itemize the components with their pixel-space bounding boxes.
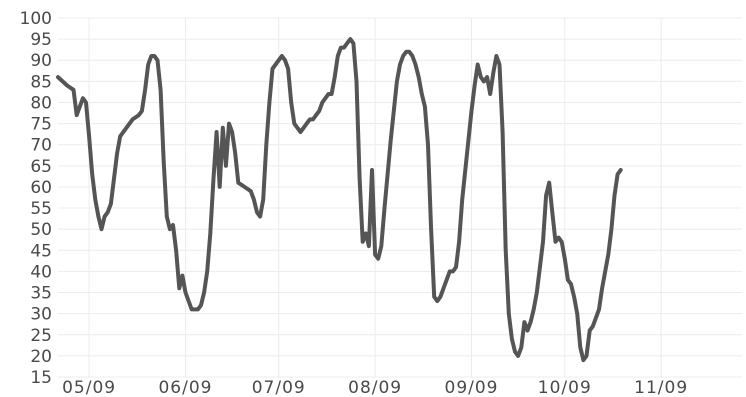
y-tick: 60 [30,178,52,198]
y-tick: 70 [30,136,52,156]
grid-layer [58,17,742,378]
x-tick: 07/09 [252,378,306,397]
x-tick: 06/09 [158,378,212,397]
y-tick: 80 [30,93,52,113]
x-tick: 09/09 [445,378,499,397]
y-tick: 65 [30,157,52,177]
x-tick-label: 05/09 [62,378,116,397]
y-tick: 35 [30,284,52,304]
x-tick-label: 11/09 [634,378,688,397]
y-tick-label: 30 [30,305,52,325]
x-tick-label: 09/09 [445,378,499,397]
y-tick: 100 [20,9,52,29]
x-tick-label: 10/09 [538,378,592,397]
x-tick: 11/09 [634,378,688,397]
y-tick-label: 25 [30,326,52,346]
y-tick-label: 85 [30,72,52,92]
y-tick-label: 65 [30,157,52,177]
y-tick-label: 20 [30,347,52,367]
y-tick-label: 80 [30,93,52,113]
x-axis: 05/09 06/09 07/09 08/09 09/09 10/09 11/09 [62,378,688,397]
x-tick-label: 06/09 [158,378,212,397]
x-tick-label: 07/09 [252,378,306,397]
y-tick: 55 [30,199,52,219]
y-tick-label: 70 [30,136,52,156]
y-tick-label: 95 [30,30,52,50]
y-tick: 50 [30,220,52,240]
y-tick-label: 90 [30,51,52,71]
y-tick: 20 [30,347,52,367]
x-tick: 08/09 [348,378,402,397]
x-tick-label: 08/09 [348,378,402,397]
y-tick-label: 75 [30,115,52,135]
y-tick: 15 [30,368,52,388]
y-tick: 25 [30,326,52,346]
y-tick: 45 [30,241,52,261]
y-tick: 90 [30,51,52,71]
y-tick-label: 40 [30,262,52,282]
y-tick: 85 [30,72,52,92]
y-tick-label: 60 [30,178,52,198]
series-line-0 [56,37,623,363]
y-tick: 75 [30,115,52,135]
y-tick-label: 100 [20,9,52,29]
y-tick-label: 50 [30,220,52,240]
x-tick: 05/09 [62,378,116,397]
y-tick: 30 [30,305,52,325]
x-tick: 10/09 [538,378,592,397]
y-tick: 40 [30,262,52,282]
series-layer [56,37,623,363]
y-tick-label: 35 [30,284,52,304]
y-tick-label: 45 [30,241,52,261]
y-tick-label: 15 [30,368,52,388]
y-tick: 95 [30,30,52,50]
y-tick-label: 55 [30,199,52,219]
